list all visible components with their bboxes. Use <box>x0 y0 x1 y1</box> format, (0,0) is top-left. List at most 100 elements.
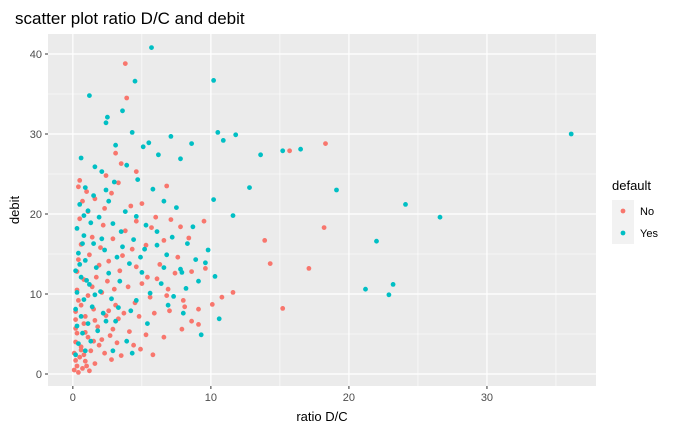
point-yes <box>85 208 91 214</box>
point-yes <box>403 202 408 207</box>
point-no <box>189 269 195 274</box>
point-yes <box>131 237 137 243</box>
x-tick-label: 10 <box>205 392 217 404</box>
point-no <box>81 352 87 358</box>
point-no <box>116 180 121 186</box>
point-no <box>121 310 127 316</box>
point-yes <box>211 78 217 83</box>
point-no <box>321 225 327 231</box>
point-yes <box>91 241 96 247</box>
point-no <box>89 234 95 240</box>
point-yes <box>117 278 123 284</box>
point-no <box>122 61 128 66</box>
point-no <box>131 342 137 348</box>
point-yes <box>140 144 146 150</box>
point-no <box>164 183 170 189</box>
point-no <box>161 238 167 243</box>
point-yes <box>171 294 177 299</box>
point-no <box>92 318 98 323</box>
point-yes <box>82 185 88 191</box>
point-no <box>122 228 128 234</box>
point-no <box>77 216 83 222</box>
point-yes <box>109 296 114 302</box>
point-yes <box>87 282 92 287</box>
y-tick-label: 20 <box>30 209 42 221</box>
point-yes <box>133 298 139 303</box>
point-yes <box>81 213 87 219</box>
point-yes <box>99 169 105 175</box>
point-no <box>230 290 236 295</box>
point-no <box>76 184 81 190</box>
point-yes <box>183 286 189 291</box>
point-yes <box>386 292 392 298</box>
legend-title: default <box>612 178 651 193</box>
legend-label-yes: Yes <box>640 228 658 240</box>
point-yes <box>77 262 83 267</box>
point-no <box>143 332 149 338</box>
legend: default No Yes <box>612 178 658 244</box>
point-no <box>287 148 292 154</box>
point-yes <box>233 132 239 138</box>
point-no <box>110 236 116 242</box>
point-no <box>99 337 105 342</box>
point-yes <box>74 290 80 295</box>
point-no <box>139 281 145 286</box>
point-yes <box>189 141 195 147</box>
point-no <box>186 235 192 241</box>
point-no <box>125 284 131 290</box>
point-yes <box>132 78 138 84</box>
point-yes <box>118 229 124 235</box>
point-no <box>78 302 84 308</box>
point-no <box>133 264 139 270</box>
point-no <box>267 261 273 266</box>
point-yes <box>220 138 226 143</box>
point-yes <box>154 242 160 248</box>
point-no <box>71 367 77 373</box>
major-gridlines <box>48 34 596 386</box>
point-yes <box>142 246 148 252</box>
point-yes <box>74 323 80 329</box>
point-yes <box>73 352 78 358</box>
point-no <box>161 334 167 340</box>
point-no <box>80 366 85 371</box>
point-no <box>114 340 120 346</box>
point-yes <box>156 152 161 158</box>
point-yes <box>193 257 199 262</box>
point-no <box>102 206 107 211</box>
point-yes <box>103 120 109 126</box>
point-yes <box>106 270 112 276</box>
point-yes <box>363 286 368 292</box>
point-yes <box>145 321 150 326</box>
point-no <box>102 350 107 356</box>
point-yes <box>92 292 98 298</box>
point-yes <box>334 187 339 193</box>
point-no <box>201 218 207 224</box>
point-no <box>76 370 81 375</box>
point-yes <box>110 348 116 354</box>
point-no <box>113 150 118 156</box>
point-no <box>126 329 132 334</box>
point-yes <box>103 318 109 324</box>
point-no <box>323 141 328 147</box>
point-yes <box>128 308 134 314</box>
point-yes <box>212 274 218 279</box>
point-yes <box>78 274 84 280</box>
legend-marker-yes <box>620 230 626 236</box>
point-no <box>98 245 103 251</box>
point-no <box>154 276 160 282</box>
point-yes <box>164 252 170 258</box>
point-no <box>120 253 125 258</box>
point-yes <box>129 350 135 356</box>
point-yes <box>190 224 196 230</box>
point-yes <box>139 270 145 275</box>
point-yes <box>114 254 120 260</box>
point-no <box>110 326 116 332</box>
y-tick-label: 10 <box>30 289 42 301</box>
point-yes <box>126 261 132 266</box>
point-yes <box>298 146 303 152</box>
x-tick-label: 0 <box>70 392 76 404</box>
point-no <box>80 198 85 204</box>
point-no <box>106 308 112 314</box>
point-no <box>128 203 134 209</box>
point-no <box>133 169 139 175</box>
